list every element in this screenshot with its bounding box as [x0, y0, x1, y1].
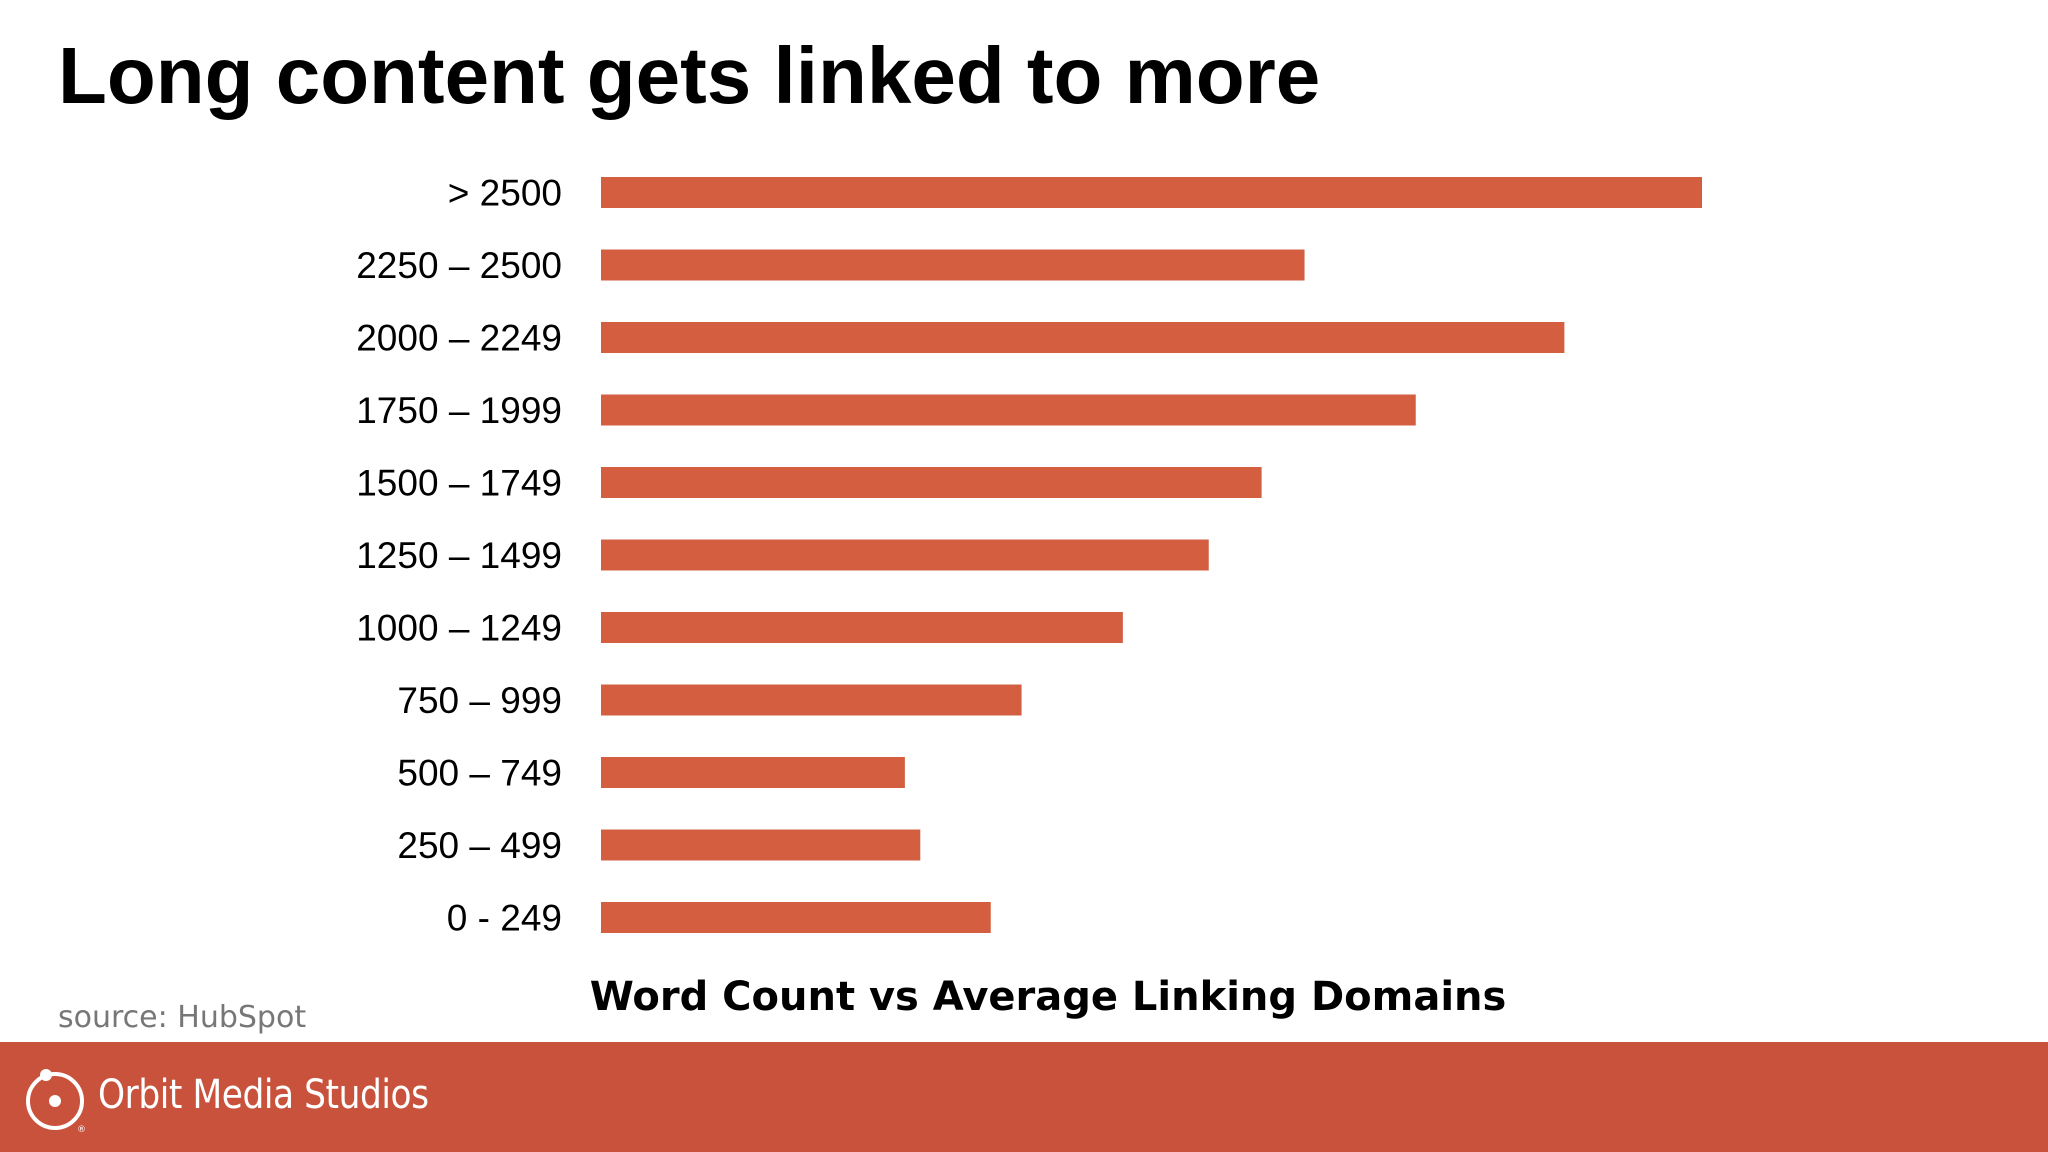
category-label: 2250 – 2500: [356, 245, 562, 286]
category-label: 500 – 749: [397, 753, 562, 794]
footer-bar: [0, 1042, 2048, 1152]
category-label: > 2500: [448, 173, 562, 214]
bar: [601, 684, 1022, 716]
brand-name: Orbit Media Studios: [98, 1072, 429, 1118]
chart-title: Word Count vs Average Linking Domains: [589, 974, 1507, 1020]
bar: [601, 757, 905, 788]
bar: [601, 394, 1416, 426]
chart-svg: > 2500 2250 – 2500 2000 – 2249 1750 – 1999 1…: [356, 173, 1702, 939]
bar: [601, 612, 1123, 643]
bar: [601, 322, 1565, 353]
bar: [601, 467, 1262, 498]
source-note: source: HubSpot: [58, 1000, 307, 1035]
slide-title: Long content gets linked to more: [58, 31, 1321, 120]
category-label: 750 – 999: [397, 680, 562, 721]
category-label: 2000 – 2249: [356, 318, 562, 359]
bar-chart: > 2500 2250 – 2500 2000 – 2249 1750 – 1999 1…: [356, 173, 1702, 939]
bar: [601, 249, 1305, 281]
bar: [601, 829, 921, 861]
bar: [601, 902, 991, 933]
category-label: 1750 – 1999: [356, 390, 562, 431]
category-label: 1000 – 1249: [356, 608, 562, 649]
bar: [601, 177, 1702, 208]
bar: [601, 539, 1209, 571]
category-label: 250 – 499: [397, 825, 562, 866]
svg-text:®: ®: [77, 1125, 86, 1134]
category-label: 1250 – 1499: [356, 535, 562, 576]
category-label: 1500 – 1749: [356, 463, 562, 504]
orbit-circle-icon: ®: [26, 1069, 86, 1134]
category-label: 0 - 249: [447, 898, 562, 939]
